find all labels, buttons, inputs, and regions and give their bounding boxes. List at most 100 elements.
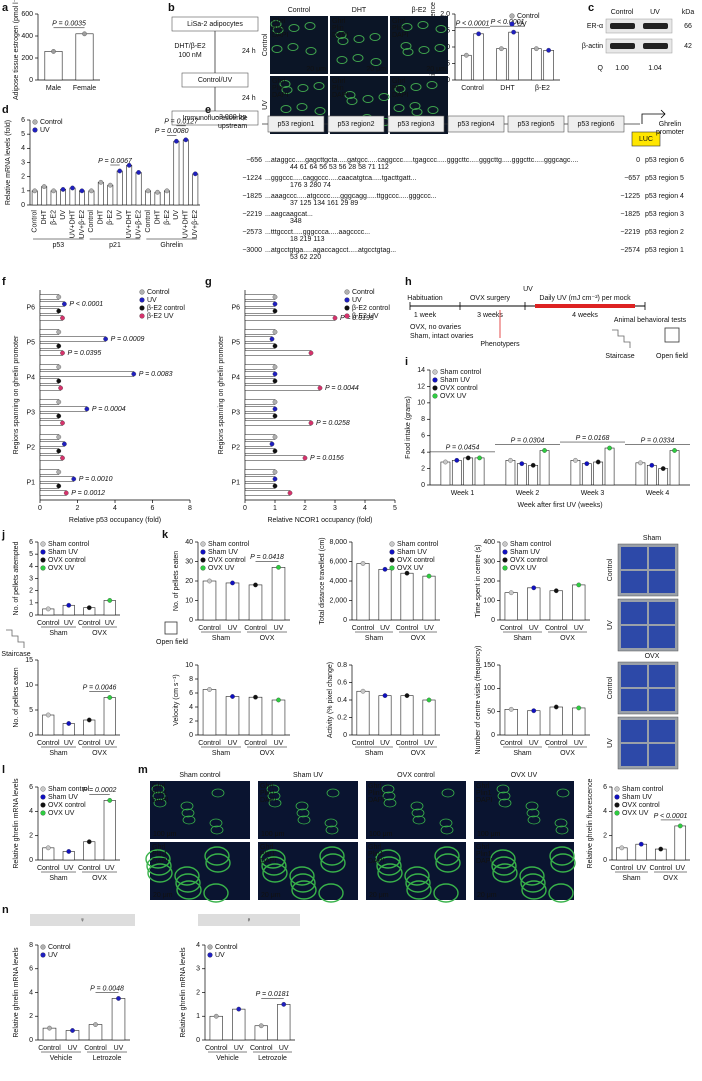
micrograph-cell: [279, 80, 291, 88]
data-point: [530, 462, 536, 468]
p-value: P = 0.0334: [641, 437, 675, 444]
schematic-text: 24 h: [242, 48, 256, 55]
x-tick-label: UV: [529, 625, 539, 632]
micrograph-cell: [296, 808, 310, 818]
y-tick-label: P3: [231, 409, 240, 416]
x-axis-label: Week after first UV (weeks): [517, 502, 602, 509]
seq-end: −2219: [620, 229, 640, 236]
data-point: [576, 582, 582, 588]
panel-letter: h: [405, 276, 412, 288]
y-tick-label: 4: [603, 808, 607, 815]
scale-label: 100 μm: [369, 831, 393, 838]
legend-label: Sham UV: [48, 794, 78, 801]
data-point: [253, 694, 258, 700]
data-point: [70, 185, 75, 191]
y-tick-label: 2: [29, 588, 33, 595]
micrograph-cell: [409, 102, 421, 110]
group-label: Letrozole: [93, 1055, 122, 1062]
region-box: [507, 115, 565, 133]
arena-cell: [649, 665, 675, 687]
data-point: [62, 441, 67, 447]
stain-label: Plin1: [476, 851, 492, 858]
group-label: Sham: [622, 875, 640, 882]
y-tick-label: 4: [189, 704, 193, 711]
data-point: [272, 413, 278, 419]
seq-positions: 348: [290, 218, 302, 225]
legend-label: Control: [40, 119, 63, 126]
y-axis-label: Number of centre visits (frequency): [475, 646, 482, 755]
y-tick-label: P3: [26, 409, 35, 416]
bar: [39, 476, 74, 482]
data-point: [508, 706, 514, 712]
bar: [244, 301, 276, 307]
bar: [244, 371, 276, 377]
x-tick-label: Week 1: [451, 490, 475, 497]
data-point: [272, 329, 278, 335]
p-value: P = 0.0395: [68, 350, 102, 357]
arena-cell: [649, 720, 675, 742]
bar: [516, 463, 527, 486]
legend-swatch: [207, 944, 213, 950]
bar: [505, 460, 516, 486]
micrograph-cell: [203, 883, 229, 903]
p-value: P = 0.0195: [340, 315, 374, 322]
y-tick-label: 0: [29, 1037, 33, 1044]
band: [610, 43, 635, 49]
x-tick-label: 3: [333, 505, 337, 512]
y-axis-label: Regions spanning on ghrelin promoter: [218, 335, 225, 454]
y-tick-label: 6: [29, 539, 33, 546]
data-point: [443, 459, 448, 465]
micrograph-cell: [287, 43, 299, 51]
bar: [39, 371, 134, 377]
p-value: P = 0.0048: [90, 985, 124, 992]
scale-label: 100 μm: [261, 831, 285, 838]
data-point: [56, 364, 62, 370]
p-value: P = 0.0009: [111, 336, 145, 343]
y-tick-label: 0: [29, 612, 33, 619]
p-value: P = 0.0002: [83, 787, 117, 794]
stain-label: DAPI: [476, 858, 492, 865]
x-tick-label: 0: [38, 505, 42, 512]
micrograph-cell: [381, 784, 395, 794]
phenotyper-label: Phenotypers: [480, 341, 520, 348]
column-label: β-E2: [412, 7, 427, 14]
data-point: [476, 31, 481, 37]
data-point: [584, 461, 590, 466]
data-point: [116, 996, 121, 1001]
legend-label: UV: [352, 297, 362, 304]
scale-label: 100 μm: [153, 831, 177, 838]
sequence: ...ataggcc.....gagcttgcta.....gatgcc....…: [265, 157, 578, 164]
y-tick-label: 4,000: [329, 578, 347, 585]
micrograph-cell: [549, 846, 575, 866]
data-point: [174, 138, 179, 144]
micrograph-cell: [304, 22, 316, 30]
x-tick-label: Control: [198, 740, 221, 747]
micrograph-cell: [375, 849, 401, 869]
group-label: Sham: [513, 635, 531, 642]
y-tick-label: 5: [29, 707, 33, 714]
micrograph-cell: [550, 853, 576, 873]
bar: [107, 184, 114, 206]
icon-label: Staircase: [1, 651, 30, 658]
y-tick-label: 100: [483, 597, 495, 604]
y-tick-label: 4: [421, 449, 425, 456]
y-tick-label: 6: [29, 966, 33, 973]
data-point: [56, 469, 62, 475]
panel-letter: f: [2, 276, 6, 288]
bar: [674, 825, 687, 861]
y-tick-label: 2: [189, 718, 193, 725]
row-label: UV: [607, 620, 614, 630]
legend-swatch: [344, 313, 350, 319]
legend-swatch: [509, 21, 515, 27]
micrograph-cell: [261, 856, 287, 876]
p-value: P = 0.0304: [511, 437, 545, 444]
column-label: OVX control: [397, 772, 435, 779]
bar: [39, 350, 63, 356]
legend-label: OVX UV: [208, 565, 235, 572]
uv-period: [535, 304, 635, 308]
data-point: [258, 1023, 264, 1029]
data-point: [546, 47, 551, 53]
bar: [42, 714, 55, 736]
p-value: P = 0.0083: [139, 371, 173, 378]
